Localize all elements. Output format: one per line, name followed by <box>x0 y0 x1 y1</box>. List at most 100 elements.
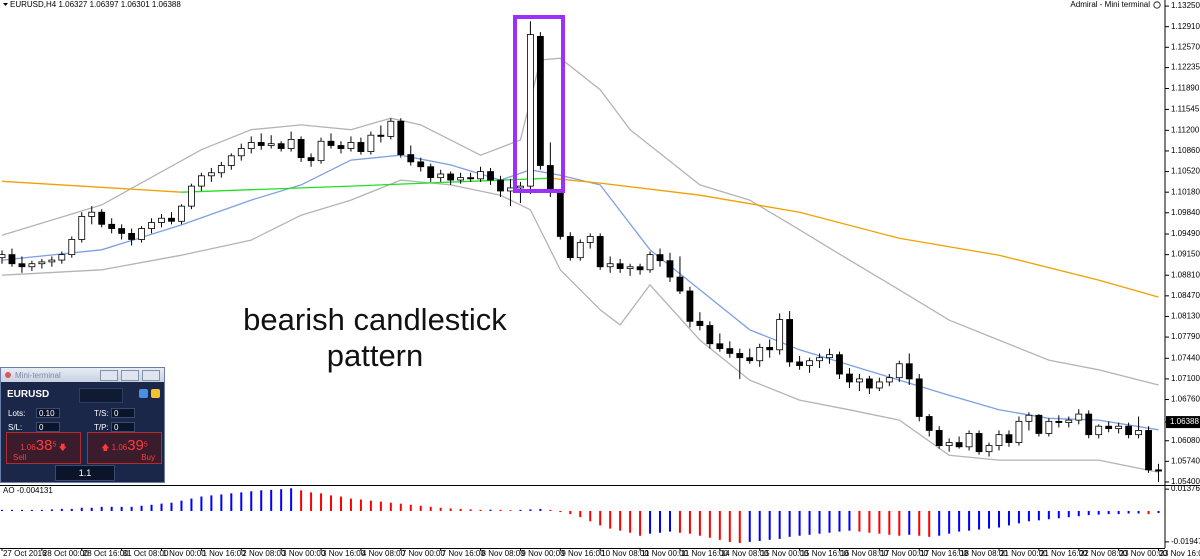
lots-input[interactable]: 0.10 <box>36 408 60 418</box>
ao-bar <box>868 510 871 533</box>
ao-bar <box>1037 510 1040 521</box>
ao-bar <box>758 510 761 541</box>
y-tick-label: 1.07790 <box>1171 332 1200 341</box>
candle-body <box>626 266 634 269</box>
candle-body <box>1005 434 1013 443</box>
candle-body <box>188 185 195 207</box>
ao-bar <box>1047 510 1050 520</box>
ao-bar <box>230 493 233 511</box>
ao-bar <box>449 508 452 511</box>
y-tick-label: 1.06760 <box>1171 395 1200 404</box>
candle-body <box>596 236 604 268</box>
chart-header: EURUSD,H4 1.06327 1.06397 1.06301 1.0638… <box>10 0 181 9</box>
candle-body <box>796 361 803 366</box>
candle-body <box>237 148 245 157</box>
candle-body <box>38 261 46 265</box>
ao-bar <box>439 507 442 511</box>
candle-body <box>158 217 165 223</box>
candle-body <box>636 266 644 271</box>
ao-bar <box>629 510 632 533</box>
candle-body <box>247 142 255 149</box>
candle-body <box>327 140 335 146</box>
candle-body <box>1025 414 1033 422</box>
sl-input[interactable]: 0 <box>36 422 60 432</box>
ao-bar <box>280 489 283 511</box>
ao-bar <box>220 494 223 511</box>
candle-body <box>517 185 524 189</box>
x-tick-label: 1 Nov 16:00 <box>202 549 246 558</box>
candle-body <box>875 381 883 389</box>
candle-body <box>786 319 794 363</box>
y-tick-label: 1.12570 <box>1171 42 1200 51</box>
ao-bar <box>668 510 671 532</box>
menu-arrow[interactable] <box>3 3 8 6</box>
mini-terminal-titlebar: Mini-terminal <box>1 368 164 382</box>
ao-bar <box>409 504 412 511</box>
y-tick-label: 1.12910 <box>1171 22 1200 31</box>
annotation: pattern <box>327 338 424 373</box>
y-tick-label: 1.10860 <box>1171 146 1200 155</box>
ts-label: T/S: <box>94 409 109 418</box>
y-tick-label: 1.09840 <box>1171 208 1200 217</box>
indicator-line <box>1 179 1159 473</box>
sell-label: Sell <box>13 453 27 462</box>
candle-body <box>1085 413 1093 436</box>
ao-bar <box>938 510 941 536</box>
ao-bar <box>988 510 991 529</box>
settings-icon[interactable] <box>139 389 148 398</box>
symbol-box[interactable] <box>79 388 123 403</box>
candle-body <box>865 378 873 389</box>
candle-body <box>527 34 534 187</box>
candle-body <box>367 134 375 152</box>
ao-bar <box>240 492 243 511</box>
ts-input[interactable]: 0 <box>111 408 135 418</box>
candle-body <box>955 442 963 448</box>
candle-body <box>118 228 126 234</box>
candle-body <box>1125 425 1133 436</box>
buy-price: 🡅 1.06395 <box>101 437 148 454</box>
ao-bar <box>90 507 93 511</box>
ao-bar <box>120 506 123 511</box>
tp-input[interactable]: 0 <box>111 422 135 432</box>
x-tick-label: 7 Nov 00:00 <box>402 549 446 558</box>
ao-bar <box>639 510 642 536</box>
ao-bar <box>200 496 203 511</box>
ao-bar <box>260 490 263 511</box>
candle-body <box>1065 419 1073 423</box>
buy-label: Buy <box>141 453 155 462</box>
ao-bar <box>908 510 911 535</box>
candle-body <box>277 143 285 149</box>
candle-body <box>676 276 684 292</box>
ao-bar <box>878 510 881 534</box>
ao-bar <box>250 491 253 511</box>
ao-bar <box>718 510 721 540</box>
x-tick-label: 21 Nov 00:00 <box>1000 549 1048 558</box>
minimize-button[interactable] <box>100 370 118 381</box>
ao-bar <box>589 510 592 522</box>
volume-input[interactable]: 1.1 <box>55 465 115 481</box>
y-tick-label: 1.06080 <box>1171 436 1200 445</box>
info-icon[interactable] <box>151 389 160 398</box>
candle-body <box>985 445 993 453</box>
ao-bar <box>539 508 542 511</box>
maximize-button[interactable] <box>121 370 139 381</box>
ao-bar <box>698 510 701 536</box>
x-tick-label: 15 Nov 16:00 <box>801 549 849 558</box>
buy-button[interactable]: 🡅 1.06395 Buy <box>87 432 162 464</box>
sell-button[interactable]: 1.06385 🡇 Sell <box>6 432 81 464</box>
candle-body <box>267 143 275 146</box>
x-tick-label: 31 Oct 08:00 <box>123 549 169 558</box>
ao-bar <box>968 510 971 531</box>
candle-body <box>686 290 694 322</box>
candle-body <box>826 354 833 359</box>
candle-body <box>766 346 774 351</box>
last-price-label: 1.06388 <box>1170 417 1199 426</box>
ao-bar <box>609 510 612 529</box>
candle-body <box>746 357 754 362</box>
close-button[interactable] <box>142 370 160 381</box>
ao-bar <box>429 506 432 511</box>
ao-bar <box>1117 510 1120 515</box>
ao-bar <box>1097 510 1100 515</box>
